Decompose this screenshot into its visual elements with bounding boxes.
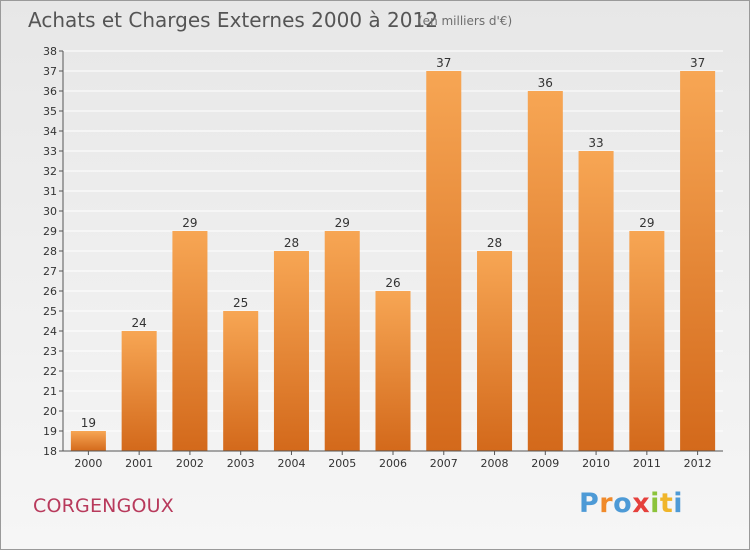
data-label: 37 (436, 56, 451, 70)
data-label: 37 (690, 56, 705, 70)
x-tick-label: 2003 (227, 457, 255, 470)
bar (629, 231, 665, 451)
x-tick-label: 2001 (125, 457, 153, 470)
data-label: 29 (639, 216, 654, 230)
y-tick-label: 23 (43, 345, 57, 358)
x-tick-label: 2002 (176, 457, 204, 470)
logo-letter: r (599, 488, 614, 519)
bar (223, 311, 259, 451)
axes: 18 19 20 21 22 23 24 25 26 27 28 29 30 31 32 33 34 35 36 37… (43, 45, 723, 470)
bar (273, 251, 309, 451)
y-tick-label: 31 (43, 185, 57, 198)
x-tick-label: 2007 (430, 457, 458, 470)
y-tick-label: 32 (43, 165, 57, 178)
data-label: 28 (487, 236, 502, 250)
bar (578, 151, 614, 451)
logo-letter: P (579, 488, 600, 519)
logo-letter: t (659, 488, 674, 519)
y-tick-label: 26 (43, 285, 57, 298)
x-tick-label: 2006 (379, 457, 407, 470)
data-label: 33 (588, 136, 603, 150)
data-label: 29 (335, 216, 350, 230)
x-tick-label: 2004 (277, 457, 305, 470)
bar (527, 91, 563, 451)
logo-letter: i (673, 488, 684, 519)
bar (375, 291, 411, 451)
y-tick-label: 20 (43, 405, 57, 418)
logo-letter: o (613, 488, 633, 519)
data-label: 29 (182, 216, 197, 230)
bar (477, 251, 513, 451)
data-label: 36 (538, 76, 553, 90)
x-tick-label: 2010 (582, 457, 610, 470)
y-tick-label: 33 (43, 145, 57, 158)
y-tick-label: 36 (43, 85, 57, 98)
bar (426, 71, 462, 451)
y-tick-label: 37 (43, 65, 57, 78)
x-tick-label: 2008 (481, 457, 509, 470)
y-tick-label: 28 (43, 245, 57, 258)
y-tick-label: 35 (43, 105, 57, 118)
y-tick-label: 25 (43, 305, 57, 318)
data-label: 25 (233, 296, 248, 310)
y-tick-label: 38 (43, 45, 57, 58)
data-label: 24 (132, 316, 147, 330)
y-tick-label: 21 (43, 385, 57, 398)
x-tick-label: 2005 (328, 457, 356, 470)
y-tick-label: 22 (43, 365, 57, 378)
proxiti-logo[interactable]: Proxiti (579, 488, 683, 519)
data-label: 26 (385, 276, 400, 290)
logo-letter: i (650, 488, 660, 519)
x-tick-label: 2011 (633, 457, 661, 470)
x-tick-label: 2009 (531, 457, 559, 470)
bars (70, 71, 716, 451)
y-tick-label: 34 (43, 125, 57, 138)
data-label: 19 (81, 416, 96, 430)
bar (121, 331, 157, 451)
y-tick-label: 19 (43, 425, 57, 438)
bar (70, 431, 106, 451)
data-labels: 19 24 29 25 28 29 26 37 28 36 33 29 37 (81, 56, 706, 430)
y-tick-label: 29 (43, 225, 57, 238)
x-tick-label: 2012 (684, 457, 712, 470)
bar (172, 231, 208, 451)
x-tick-label: 2000 (74, 457, 102, 470)
logo-letter: x (632, 488, 651, 519)
y-tick-label: 24 (43, 325, 57, 338)
y-tick-label: 18 (43, 445, 57, 458)
y-tick-label: 27 (43, 265, 57, 278)
commune-name: CORGENGOUX (33, 495, 174, 517)
chart-subtitle: (en milliers d'€) (418, 14, 513, 28)
bar (324, 231, 360, 451)
bar (680, 71, 716, 451)
y-tick-label: 30 (43, 205, 57, 218)
data-label: 28 (284, 236, 299, 250)
chart-title: Achats et Charges Externes 2000 à 2012 (28, 8, 438, 32)
